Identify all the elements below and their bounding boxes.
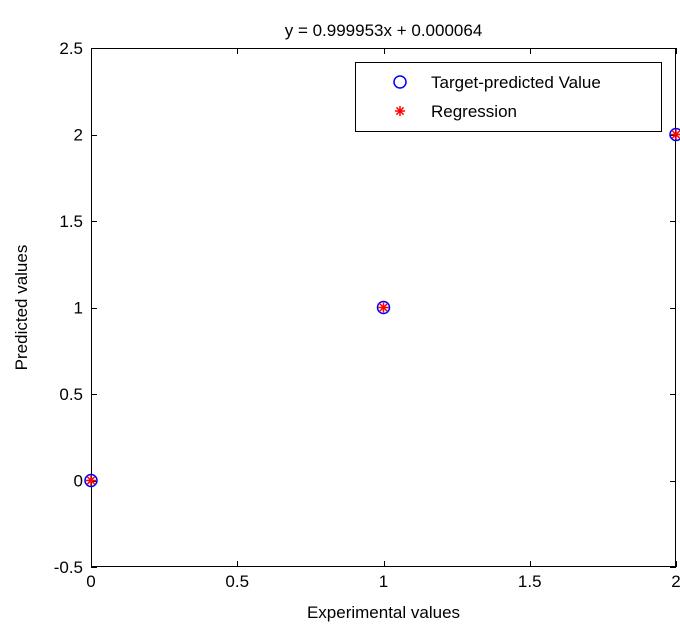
data-point-asterisk <box>86 475 96 486</box>
chart-title: y = 0.999953x + 0.000064 <box>285 21 483 40</box>
data-marks <box>84 127 680 488</box>
data-point-asterisk <box>671 129 680 140</box>
legend-box <box>355 62 662 132</box>
data-point-circle <box>376 300 391 315</box>
legend-label: Regression <box>431 102 517 121</box>
legend-marker-circle <box>393 75 407 89</box>
legend-label: Target-predicted Value <box>431 73 601 92</box>
x-tick-label: 2 <box>671 572 680 591</box>
y-tick-label: 1 <box>74 299 83 318</box>
axis-ticks: 0 0.5 1 1.5 2-0.500.511.522.5 <box>54 39 680 591</box>
legend-marker-asterisk <box>395 106 405 116</box>
plot-frame <box>91 48 676 567</box>
y-tick-label: -0.5 <box>54 558 83 577</box>
x-tick-label: 1.5 <box>518 572 542 591</box>
legend: Target-predicted Value Regression <box>355 62 662 132</box>
y-tick-label: 1.5 <box>59 212 83 231</box>
y-tick-label: 0 <box>74 472 83 491</box>
data-point-circle <box>669 127 680 142</box>
series-regression <box>86 129 680 486</box>
data-point-circle <box>84 473 98 488</box>
x-tick-label: 0 <box>86 572 95 591</box>
data-point-asterisk <box>378 302 389 313</box>
y-tick-label: 0.5 <box>59 385 83 404</box>
x-tick-label: 0.5 <box>225 572 249 591</box>
y-axis-title: Predicted values <box>12 245 31 371</box>
y-tick-label: 2.5 <box>59 39 83 58</box>
x-tick-label: 1 <box>379 572 388 591</box>
series-target-predicted <box>84 127 680 488</box>
x-axis-title: Experimental values <box>307 603 460 622</box>
y-tick-label: 2 <box>74 126 83 145</box>
